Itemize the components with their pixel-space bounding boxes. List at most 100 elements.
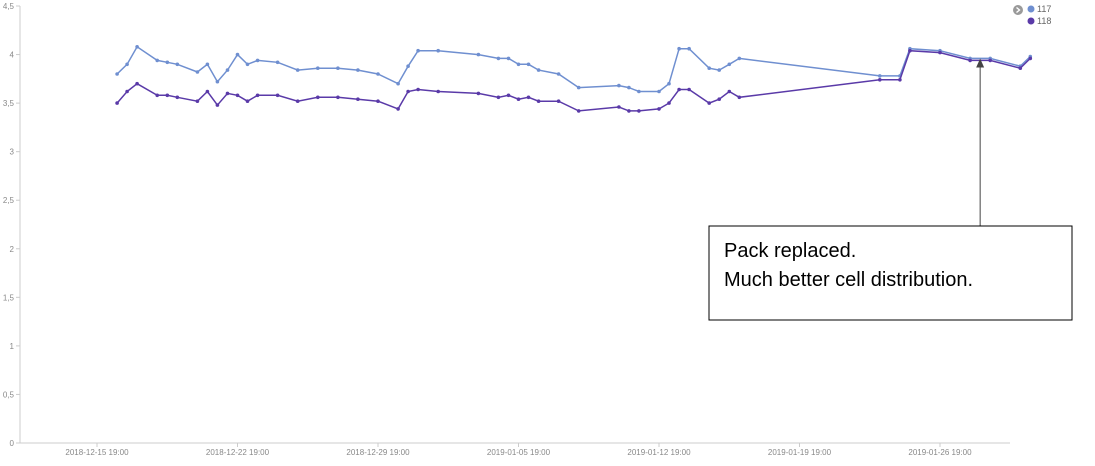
y-axis: 0 0,5 1 1,5 2 2,5 3 3,5 4 4,5 bbox=[3, 2, 21, 448]
data-point bbox=[336, 95, 340, 100]
x-tick-label: 2018-12-22 19:00 bbox=[206, 448, 270, 457]
data-point bbox=[556, 72, 561, 76]
data-point bbox=[376, 72, 380, 76]
data-point bbox=[205, 62, 210, 67]
data-point bbox=[657, 107, 661, 111]
data-point bbox=[115, 72, 119, 76]
data-point bbox=[125, 89, 129, 94]
data-point bbox=[165, 93, 170, 98]
data-point bbox=[195, 70, 200, 74]
data-point bbox=[316, 95, 320, 100]
data-point bbox=[657, 89, 661, 94]
data-point bbox=[135, 45, 139, 49]
data-point bbox=[496, 95, 501, 100]
data-point bbox=[576, 109, 581, 113]
data-point bbox=[215, 79, 220, 84]
y-tick-label: 0,5 bbox=[3, 390, 15, 399]
data-point bbox=[687, 46, 691, 51]
data-point bbox=[516, 62, 521, 67]
data-point bbox=[878, 74, 882, 78]
data-point bbox=[376, 99, 380, 103]
x-tick-label: 2018-12-15 19:00 bbox=[65, 448, 129, 457]
data-point bbox=[396, 81, 400, 86]
data-point bbox=[536, 99, 541, 103]
annotation-arrowhead bbox=[976, 58, 985, 68]
series-117 bbox=[115, 45, 1033, 94]
data-point bbox=[617, 105, 621, 109]
data-point bbox=[637, 89, 641, 94]
legend-label: 118 bbox=[1037, 16, 1051, 26]
data-point bbox=[476, 52, 481, 57]
data-point bbox=[245, 62, 250, 67]
legend-label: 117 bbox=[1037, 4, 1051, 14]
chevron-right-glyph bbox=[1016, 6, 1021, 14]
series-line bbox=[116, 45, 1031, 93]
data-point bbox=[205, 89, 210, 94]
data-point bbox=[617, 83, 621, 88]
data-point bbox=[1018, 66, 1023, 70]
y-tick-label: 2,5 bbox=[3, 196, 15, 205]
data-point bbox=[506, 93, 511, 98]
series-118 bbox=[115, 48, 1033, 113]
data-point bbox=[295, 68, 300, 72]
x-tick-label: 2019-01-26 19:00 bbox=[908, 448, 972, 457]
y-tick-label: 4,5 bbox=[3, 2, 15, 11]
data-point bbox=[898, 78, 902, 82]
data-point bbox=[235, 52, 240, 57]
data-point bbox=[295, 99, 300, 103]
data-point bbox=[677, 46, 681, 51]
chevron-right-icon-bg bbox=[1013, 5, 1023, 15]
data-point bbox=[536, 68, 541, 72]
legend-item-118[interactable]: 118 bbox=[1027, 16, 1052, 26]
series-layer bbox=[115, 45, 1033, 113]
data-point bbox=[255, 93, 260, 98]
y-tick-label: 3 bbox=[10, 148, 15, 157]
legend-swatch bbox=[1027, 5, 1035, 13]
data-point bbox=[215, 103, 220, 107]
y-tick-label: 2 bbox=[10, 245, 15, 254]
data-point bbox=[396, 107, 400, 111]
data-point bbox=[356, 68, 360, 72]
data-point bbox=[476, 91, 481, 96]
data-point bbox=[506, 56, 511, 61]
annotation: Pack replaced. Much better cell distribut… bbox=[708, 58, 1073, 321]
y-tick-label: 4 bbox=[10, 51, 15, 60]
data-point bbox=[235, 93, 240, 98]
data-point bbox=[576, 85, 581, 90]
data-point bbox=[406, 64, 410, 68]
data-point bbox=[225, 91, 230, 96]
data-point bbox=[556, 99, 561, 103]
x-tick-label: 2018-12-29 19:00 bbox=[346, 448, 410, 457]
y-tick-label: 1 bbox=[10, 342, 15, 351]
data-point bbox=[115, 101, 119, 105]
data-point bbox=[175, 95, 180, 100]
y-tick-label: 0 bbox=[10, 439, 15, 448]
data-point bbox=[416, 48, 420, 53]
data-point bbox=[195, 99, 200, 103]
data-point bbox=[938, 50, 942, 55]
x-axis: 2018-12-15 19:00 2018-12-22 19:00 2018-12-… bbox=[20, 442, 1010, 457]
data-point bbox=[526, 62, 531, 67]
data-point bbox=[707, 101, 711, 105]
x-tick-label: 2019-01-05 19:00 bbox=[487, 448, 551, 457]
data-point bbox=[416, 87, 420, 92]
legend-swatch bbox=[1027, 17, 1035, 25]
data-point bbox=[175, 62, 180, 67]
data-point bbox=[165, 60, 170, 65]
data-point bbox=[356, 97, 360, 101]
data-point bbox=[637, 109, 641, 113]
data-point bbox=[988, 58, 992, 63]
chevron-right-icon[interactable] bbox=[1013, 5, 1023, 15]
data-point bbox=[627, 109, 631, 113]
data-point bbox=[878, 78, 882, 82]
annotation-box bbox=[708, 225, 1073, 321]
y-tick-label: 1,5 bbox=[3, 293, 15, 302]
data-point bbox=[1028, 56, 1033, 61]
legend-item-117[interactable]: 117 bbox=[1027, 4, 1052, 14]
data-point bbox=[155, 58, 159, 63]
data-point bbox=[717, 68, 721, 72]
x-tick-label: 2019-01-19 19:00 bbox=[768, 448, 832, 457]
data-point bbox=[275, 93, 280, 98]
